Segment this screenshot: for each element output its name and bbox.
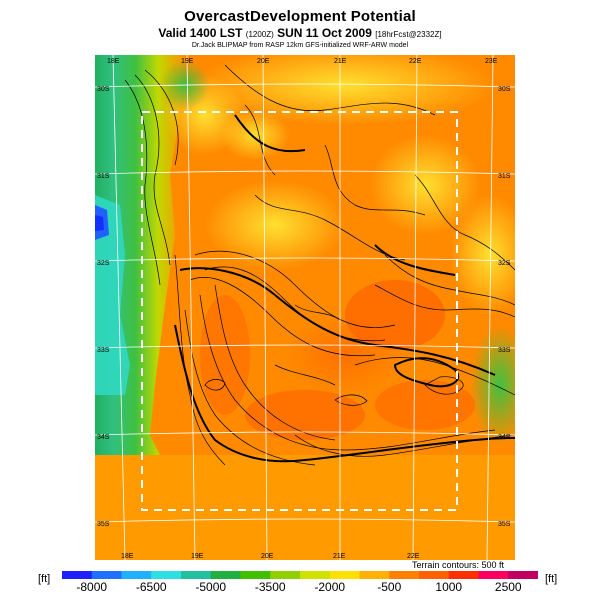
cyan-zone: [95, 195, 130, 395]
scale-unit-right: [ft]: [545, 573, 558, 585]
scale-tick-label: -6500: [135, 580, 167, 594]
red-patch-5: [200, 295, 250, 415]
scale-tick-label: -3500: [254, 580, 286, 594]
blue-zone-2: [95, 215, 104, 231]
lon-label-top: 19E: [181, 58, 194, 65]
lat-label-right: 34S: [498, 434, 511, 441]
scale-tick-label: -8000: [76, 580, 108, 594]
bottom-lon-labels: 18E 19E 20E 21E 22E: [121, 553, 420, 560]
map-subtitle: Valid 1400 LST (1200Z) SUN 11 Oct 2009 […: [0, 26, 600, 40]
color-scale-swatch: [151, 571, 182, 579]
lat-label-right: 35S: [498, 521, 511, 528]
color-scale-swatch: [478, 571, 509, 579]
color-scale-swatch: [62, 571, 93, 579]
scale-tick-label: -5000: [195, 580, 227, 594]
color-scale-swatch: [419, 571, 450, 579]
color-scale-swatch: [181, 571, 212, 579]
terrain-contour-note: Terrain contours: 500 ft: [411, 560, 504, 570]
lat-label-left: 30S: [97, 86, 110, 93]
green-patch-east: [470, 325, 515, 445]
red-patch-2: [345, 280, 445, 350]
forecast-map: 18E 19E 20E 21E 22E 23E 18E 19E 20E 21E …: [95, 55, 515, 560]
top-lon-labels: 18E 19E 20E 21E 22E 23E: [107, 58, 498, 65]
model-credit: Dr.Jack BLIPMAP from RASP 12km GFS-initi…: [191, 42, 409, 49]
lon-label-bottom: 19E: [191, 553, 204, 560]
terrain-contours-bold: [174, 114, 515, 463]
right-lat-labels: 30S 31S 32S 33S 34S 35S: [498, 86, 511, 528]
inner-domain-box: [141, 111, 458, 511]
lon-label-top: 21E: [334, 58, 347, 65]
color-scale-swatch: [270, 571, 301, 579]
lon-label-top: 22E: [409, 58, 422, 65]
lat-label-left: 34S: [97, 434, 110, 441]
lon-label-top: 18E: [107, 58, 120, 65]
lon-label-bottom: 21E: [333, 553, 346, 560]
color-scale-swatch: [448, 571, 479, 579]
color-scale-swatch: [508, 571, 538, 579]
scale-tick-label: -2000: [314, 580, 346, 594]
lon-label-top: 20E: [257, 58, 270, 65]
lat-label-right: 33S: [498, 347, 511, 354]
yellow-patch-north: [195, 55, 495, 125]
color-scale-swatch: [240, 571, 271, 579]
lat-label-right: 32S: [498, 260, 511, 267]
graticule: [95, 55, 515, 560]
lat-label-right: 30S: [498, 86, 511, 93]
left-lat-labels: 30S 31S 32S 33S 34S 35S: [97, 86, 110, 528]
lon-label-bottom: 22E: [407, 553, 420, 560]
valid-time: Valid 1400 LST: [158, 26, 243, 40]
lon-label-bottom: 18E: [121, 553, 134, 560]
scale-tick-label: 2500: [494, 580, 522, 594]
forecast-run: [18hrFcst@2332Z]: [375, 30, 442, 39]
lat-label-left: 35S: [97, 521, 110, 528]
color-scale-swatch: [329, 571, 360, 579]
yellow-patch-ne: [450, 195, 515, 315]
color-scale-swatch: [300, 571, 331, 579]
color-scale-swatch: [359, 571, 390, 579]
lat-label-right: 31S: [498, 173, 511, 180]
yellow-patch-nw2: [220, 110, 290, 160]
color-scale-swatch: [91, 571, 122, 579]
scale-tick-label: 1000: [435, 580, 463, 594]
color-scale-swatch: [121, 571, 152, 579]
color-scale: [62, 571, 538, 579]
forecast-date: SUN 11 Oct 2009: [277, 26, 372, 40]
utc-time: (1200Z): [245, 30, 274, 39]
map-title: OvercastDevelopment Potential: [184, 8, 416, 25]
lat-label-left: 32S: [97, 260, 110, 267]
lon-label-top: 23E: [485, 58, 498, 65]
lon-label-bottom: 20E: [261, 553, 274, 560]
scale-tick-label: -500: [377, 580, 402, 594]
scale-unit-left: [ft]: [38, 573, 51, 585]
lat-label-left: 31S: [97, 173, 110, 180]
color-scale-swatch: [389, 571, 420, 579]
yellow-patch-center: [205, 180, 345, 270]
red-patch-3: [245, 390, 365, 440]
south-ocean-zone: [95, 455, 515, 560]
color-scale-swatch: [210, 571, 241, 579]
red-patch-4: [375, 380, 475, 430]
lat-label-left: 33S: [97, 347, 110, 354]
